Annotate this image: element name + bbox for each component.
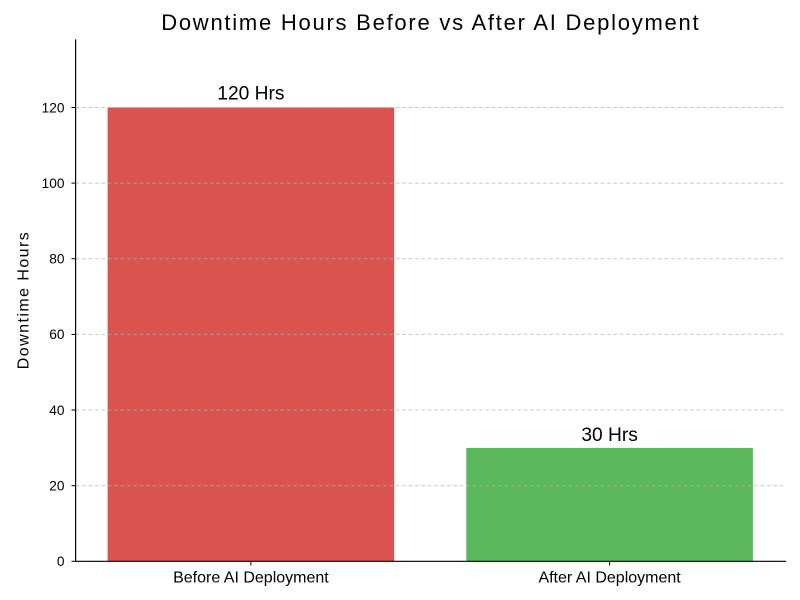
svg-text:120: 120	[42, 100, 65, 115]
svg-text:60: 60	[49, 327, 65, 342]
svg-text:120 Hrs: 120 Hrs	[217, 84, 284, 105]
svg-text:0: 0	[57, 554, 65, 569]
svg-text:80: 80	[49, 252, 65, 267]
svg-text:20: 20	[49, 479, 65, 494]
svg-text:Before AI Deployment: Before AI Deployment	[173, 569, 329, 586]
svg-text:Downtime Hours Before vs After: Downtime Hours Before vs After AI Deploy…	[161, 10, 700, 35]
svg-text:30 Hrs: 30 Hrs	[581, 425, 638, 446]
svg-text:Downtime Hours: Downtime Hours	[16, 231, 33, 369]
svg-text:After AI Deployment: After AI Deployment	[538, 569, 681, 586]
svg-text:40: 40	[49, 403, 65, 418]
svg-text:100: 100	[42, 176, 65, 191]
